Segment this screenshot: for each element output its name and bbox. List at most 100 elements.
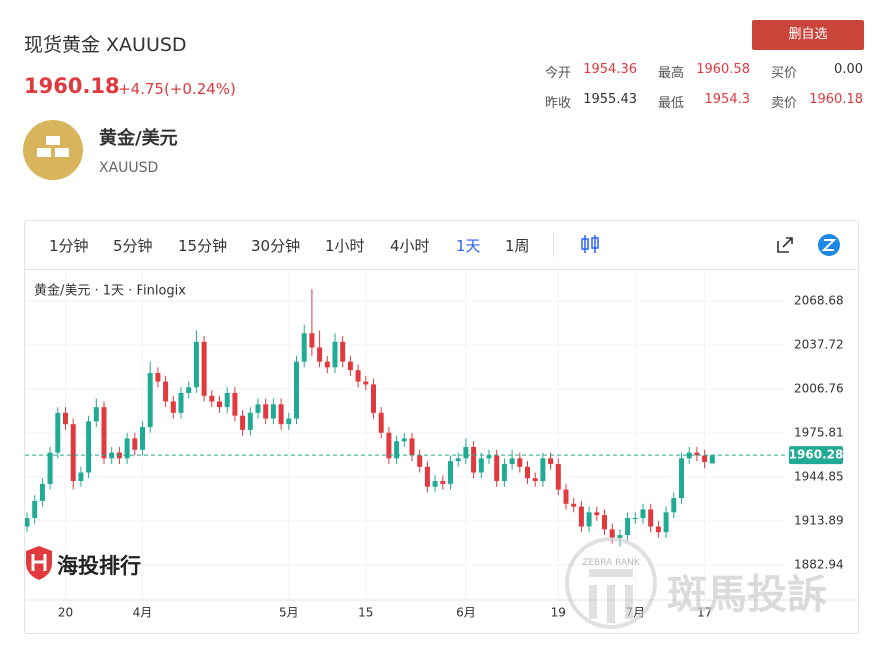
last-price-label: 1960.28: [789, 448, 844, 462]
remove-watchlist-button[interactable]: 删自选: [752, 20, 864, 50]
candle-body: [317, 347, 323, 362]
chart-panel: [24, 220, 859, 634]
candle-body: [347, 361, 353, 371]
candle-body: [186, 387, 192, 393]
x-tick-label: 15: [358, 606, 373, 620]
watermark-logo: ZEBRA RANK: [565, 537, 657, 629]
candle-body: [70, 424, 76, 482]
candle-body: [632, 517, 638, 519]
candle-body: [155, 373, 161, 382]
toolbar-divider: [25, 269, 858, 270]
candle-body: [32, 500, 38, 518]
candle-body: [594, 512, 600, 516]
candle-body: [655, 526, 661, 533]
candle-body: [217, 401, 222, 408]
interval-tab[interactable]: 1天: [456, 237, 481, 255]
candle-body: [386, 432, 392, 459]
candle-body: [686, 452, 692, 459]
page-title: 现货黄金 XAUUSD: [24, 34, 187, 56]
y-tick-label: 2068.68: [794, 294, 844, 308]
y-tick-label: 1975.81: [794, 425, 844, 439]
candle-body: [163, 381, 169, 402]
candle-body: [509, 458, 515, 464]
interval-tab[interactable]: 5分钟: [113, 237, 153, 255]
candle-body: [355, 370, 361, 382]
interval-tab[interactable]: 4小时: [390, 237, 430, 255]
candle-body: [240, 415, 246, 430]
interval-tab[interactable]: 30分钟: [251, 237, 301, 255]
candle-body: [578, 506, 584, 527]
candle-body: [93, 407, 99, 422]
candle-body: [232, 392, 238, 416]
candle-body: [463, 446, 469, 459]
interval-tab[interactable]: 15分钟: [178, 237, 228, 255]
y-tick-label: 2006.76: [794, 382, 844, 396]
candle-body: [679, 458, 684, 499]
y-tick-label: 1913.89: [794, 513, 844, 527]
candle-body: [455, 458, 461, 462]
candle-body: [563, 489, 569, 504]
x-tick-label: 4月: [133, 606, 153, 620]
x-tick-label: 17: [697, 606, 712, 620]
stat-value: 0.00: [834, 62, 863, 77]
candle-body: [309, 333, 315, 348]
interval-tab[interactable]: 1分钟: [49, 237, 89, 255]
stat-label: 卖价: [771, 96, 798, 111]
candle-body: [494, 455, 500, 482]
candle-body: [709, 455, 715, 464]
candle-body: [417, 455, 423, 467]
stat-label: 昨收: [545, 96, 572, 111]
chart-type-button[interactable]: [580, 233, 600, 255]
candle-body: [286, 418, 292, 425]
fullscreen-button[interactable]: [775, 235, 795, 255]
x-tick-label: 6月: [456, 606, 476, 620]
candle-body: [101, 407, 107, 459]
candle-body: [625, 517, 631, 536]
candle-body: [55, 412, 61, 453]
candle-body: [409, 438, 415, 456]
asset-name: 黄金/美元: [99, 128, 178, 149]
candle-body: [193, 341, 199, 388]
candle-body: [555, 463, 561, 490]
price: 1960.18: [24, 74, 120, 98]
candle-body: [39, 483, 45, 501]
candle-body: [301, 333, 307, 362]
logo-button[interactable]: [817, 233, 841, 257]
candle-body: [501, 463, 507, 482]
candle-body: [140, 427, 145, 450]
candle-body: [424, 466, 430, 487]
candle-body: [571, 503, 577, 507]
candle-body: [278, 404, 284, 425]
candle-body: [270, 404, 276, 419]
watermark-text: 海投排行: [57, 554, 141, 578]
candle-body: [224, 392, 230, 408]
candle-body: [671, 498, 677, 513]
candle-body: [702, 455, 708, 462]
interval-tab[interactable]: 1小时: [325, 237, 365, 255]
candle-body: [432, 481, 438, 487]
candles: [25, 289, 715, 547]
candle-body: [209, 395, 215, 402]
interval-tab[interactable]: 1周: [505, 237, 530, 255]
candle-body: [78, 472, 84, 482]
candle-body: [440, 481, 446, 484]
candle-body: [471, 446, 477, 473]
y-tick-label: 1944.85: [794, 469, 844, 483]
watermark-icon: [26, 546, 52, 580]
stat-label: 最高: [658, 66, 685, 81]
asset-symbol: XAUUSD: [99, 160, 159, 176]
stat-label: 买价: [771, 66, 798, 81]
candle-body: [609, 529, 615, 538]
candle-body: [401, 438, 407, 442]
candle-body: [201, 341, 207, 396]
candle-body: [178, 392, 184, 413]
candle-body: [540, 458, 546, 482]
stat-value: 1960.58: [696, 62, 750, 77]
candle-body: [371, 384, 376, 413]
candle-body: [525, 466, 530, 479]
candle-body: [586, 512, 592, 527]
y-tick-label: 1882.94: [794, 557, 844, 571]
candle-body: [170, 401, 176, 413]
stat-value: 1955.43: [583, 92, 637, 107]
